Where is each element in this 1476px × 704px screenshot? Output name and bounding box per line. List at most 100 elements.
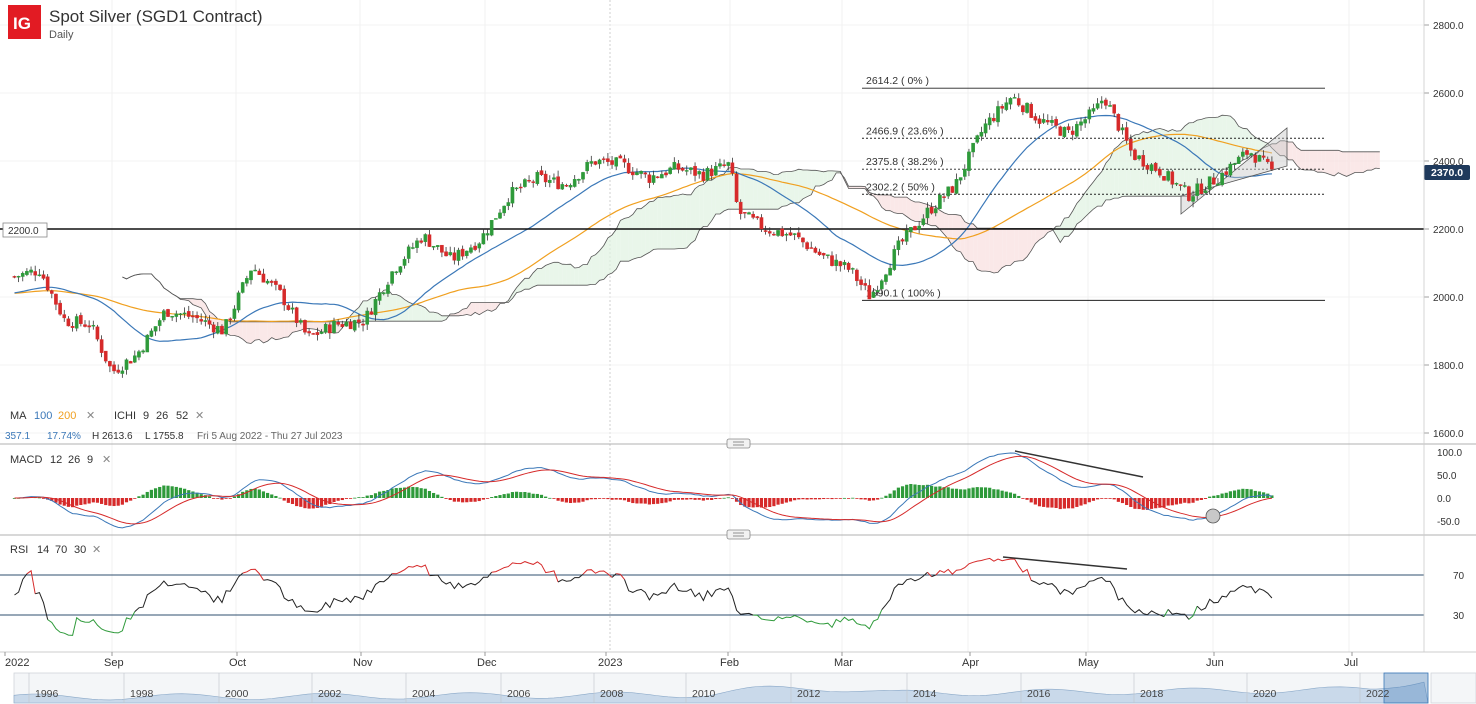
candle[interactable]: [274, 278, 278, 291]
candle[interactable]: [896, 236, 901, 256]
candle[interactable]: [597, 158, 602, 169]
candle[interactable]: [452, 247, 457, 265]
candle[interactable]: [369, 307, 374, 315]
candle[interactable]: [552, 173, 556, 183]
candle[interactable]: [983, 118, 988, 138]
candle[interactable]: [456, 247, 461, 266]
candle[interactable]: [444, 246, 448, 257]
candle[interactable]: [473, 242, 477, 252]
candle[interactable]: [863, 278, 868, 291]
candle[interactable]: [116, 364, 121, 375]
candle[interactable]: [647, 172, 652, 189]
close-icon[interactable]: ✕: [102, 454, 111, 466]
candle[interactable]: [531, 179, 536, 188]
candle[interactable]: [684, 165, 689, 176]
candle[interactable]: [797, 227, 801, 240]
candle[interactable]: [1108, 100, 1112, 107]
candle[interactable]: [228, 317, 233, 325]
candle[interactable]: [427, 229, 432, 248]
candle[interactable]: [224, 319, 228, 337]
candle[interactable]: [855, 268, 859, 287]
candle[interactable]: [942, 193, 946, 203]
candle[interactable]: [1116, 113, 1121, 133]
candle[interactable]: [315, 327, 320, 341]
candle[interactable]: [265, 278, 270, 285]
candle[interactable]: [299, 318, 303, 325]
candle[interactable]: [1095, 98, 1100, 110]
candle[interactable]: [967, 148, 971, 177]
candle[interactable]: [58, 300, 62, 316]
candle[interactable]: [921, 214, 926, 227]
candle[interactable]: [1000, 104, 1004, 114]
candle[interactable]: [664, 170, 668, 178]
candle[interactable]: [431, 245, 436, 251]
candle[interactable]: [311, 332, 316, 335]
candle[interactable]: [772, 231, 776, 236]
candle[interactable]: [884, 273, 888, 285]
candle[interactable]: [954, 173, 959, 195]
candle[interactable]: [655, 176, 660, 179]
candle[interactable]: [70, 322, 75, 332]
candle[interactable]: [1021, 104, 1025, 116]
candle[interactable]: [880, 279, 884, 295]
candle[interactable]: [601, 156, 606, 164]
candle[interactable]: [577, 178, 581, 184]
pane-resize-handle[interactable]: [726, 438, 751, 449]
candle[interactable]: [440, 244, 444, 258]
candle[interactable]: [216, 322, 220, 335]
candle[interactable]: [1182, 182, 1187, 188]
candle[interactable]: [245, 275, 249, 287]
candle[interactable]: [1207, 176, 1212, 195]
candle[interactable]: [759, 214, 764, 232]
candle[interactable]: [1228, 161, 1233, 178]
candle[interactable]: [593, 161, 598, 166]
candle[interactable]: [481, 228, 486, 245]
candle[interactable]: [365, 307, 370, 330]
candle[interactable]: [1191, 190, 1195, 208]
candle[interactable]: [875, 285, 880, 296]
candle[interactable]: [871, 288, 876, 298]
candle[interactable]: [610, 156, 614, 169]
candle[interactable]: [141, 349, 145, 354]
candle[interactable]: [784, 232, 789, 242]
candle[interactable]: [548, 175, 552, 188]
candle[interactable]: [1120, 123, 1125, 135]
candle[interactable]: [95, 324, 100, 342]
candle[interactable]: [502, 205, 506, 216]
candle[interactable]: [568, 183, 573, 191]
candle[interactable]: [1008, 97, 1013, 110]
candle[interactable]: [149, 328, 154, 338]
candle[interactable]: [510, 181, 515, 208]
candle[interactable]: [1099, 96, 1104, 109]
candle[interactable]: [91, 320, 96, 330]
candle[interactable]: [1016, 93, 1021, 107]
candle[interactable]: [170, 315, 174, 321]
candle[interactable]: [386, 281, 390, 297]
candle[interactable]: [946, 186, 951, 199]
candle[interactable]: [776, 230, 780, 237]
rsi-pane[interactable]: [0, 556, 1424, 636]
candle[interactable]: [1129, 134, 1133, 157]
candle[interactable]: [813, 246, 818, 254]
candle[interactable]: [913, 225, 917, 231]
candle[interactable]: [975, 134, 980, 144]
candle[interactable]: [323, 322, 328, 334]
candle[interactable]: [340, 320, 345, 329]
candle[interactable]: [120, 366, 125, 378]
candle[interactable]: [199, 313, 204, 325]
candle[interactable]: [1241, 148, 1245, 161]
candle[interactable]: [344, 318, 349, 327]
candle[interactable]: [859, 276, 863, 291]
candle[interactable]: [543, 170, 548, 187]
navigator-scroll-button[interactable]: [1430, 672, 1476, 704]
candle[interactable]: [950, 185, 955, 193]
candle[interactable]: [1199, 178, 1204, 195]
candle[interactable]: [1203, 186, 1208, 194]
candle[interactable]: [581, 171, 585, 183]
candle[interactable]: [734, 171, 739, 203]
candle[interactable]: [166, 308, 170, 318]
candle[interactable]: [1149, 162, 1154, 175]
macd-pane[interactable]: [12, 450, 1274, 529]
candle[interactable]: [357, 313, 361, 328]
candle[interactable]: [1037, 115, 1042, 129]
